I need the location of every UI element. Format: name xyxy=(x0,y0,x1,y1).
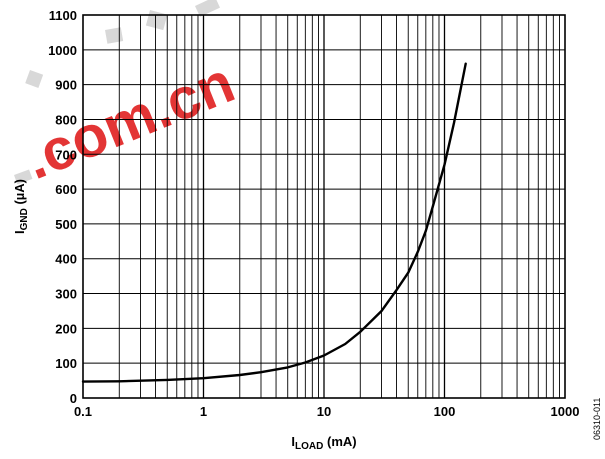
x-axis-label: ILOAD (mA) xyxy=(291,434,356,452)
y-tick-label: 800 xyxy=(55,112,77,127)
y-axis-label-main: I xyxy=(12,230,27,234)
y-tick-label: 100 xyxy=(55,356,77,371)
x-tick-label: 1 xyxy=(200,404,207,419)
series-line xyxy=(81,62,467,383)
y-tick-label: 1100 xyxy=(49,8,77,23)
watermark: .com.cn xyxy=(13,0,244,192)
y-tick-label: 400 xyxy=(55,252,77,267)
y-axis-label-sub: GND xyxy=(19,208,30,230)
x-tick-label: 100 xyxy=(434,404,456,419)
y-axis-label-unit: (µA) xyxy=(12,179,27,208)
y-tick-label: 600 xyxy=(55,182,77,197)
x-tick-label: 1000 xyxy=(551,404,580,419)
y-tick-label: 500 xyxy=(55,217,77,232)
x-tick-label: 0.1 xyxy=(74,404,92,419)
x-axis-label-sub: LOAD xyxy=(295,441,323,452)
grid xyxy=(83,15,565,398)
y-tick-label: 0 xyxy=(70,391,77,406)
y-axis-label: IGND (µA) xyxy=(12,179,30,234)
plot-frame xyxy=(82,14,566,399)
figure-code: 06310-011 xyxy=(592,398,602,440)
y-tick-label: 300 xyxy=(55,287,77,302)
watermark-text: .com.cn xyxy=(16,50,244,192)
y-tick-label: 700 xyxy=(55,147,77,162)
y-tick-label: 900 xyxy=(55,78,77,93)
tick-labels: 0.1 1 10 100 1000 0 100 200 300 400 500 600 700 800 90… xyxy=(48,8,579,419)
x-axis-label-main: I xyxy=(291,434,295,449)
y-tick-label: 1000 xyxy=(48,43,77,58)
y-tick-label: 200 xyxy=(55,321,77,336)
x-axis-label-unit: (mA) xyxy=(323,434,356,449)
x-tick-label: 10 xyxy=(317,404,331,419)
series-layer xyxy=(81,62,467,383)
